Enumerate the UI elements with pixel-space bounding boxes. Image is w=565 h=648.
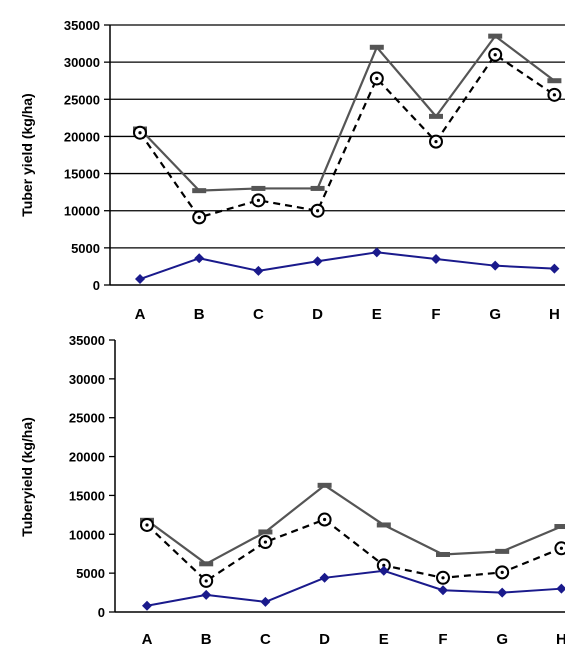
data-point xyxy=(192,188,207,194)
data-point xyxy=(199,561,214,567)
y-tick-label: 5000 xyxy=(76,566,105,581)
data-point-center xyxy=(138,131,142,135)
x-tick-label: H xyxy=(556,631,565,648)
x-tick-label: E xyxy=(372,306,382,323)
data-point-center xyxy=(316,209,320,213)
data-point xyxy=(312,256,323,267)
data-point xyxy=(260,596,271,607)
data-point xyxy=(376,522,391,528)
x-tick-label: F xyxy=(431,306,440,323)
data-point xyxy=(142,600,152,611)
x-tick-label: B xyxy=(201,631,212,648)
x-tick-label: C xyxy=(253,306,264,323)
data-point-center xyxy=(145,523,149,527)
data-point-center xyxy=(375,76,379,81)
y-tick-label: 35000 xyxy=(69,333,105,348)
y-tick-label: 10000 xyxy=(64,204,100,219)
data-point-center xyxy=(323,517,327,522)
y-tick-label: 15000 xyxy=(69,488,105,503)
data-point xyxy=(201,589,212,600)
data-point xyxy=(547,78,562,84)
series-line xyxy=(139,53,556,219)
data-point-center xyxy=(197,215,201,219)
data-point-center xyxy=(441,576,445,580)
data-point-center xyxy=(382,563,386,567)
series-line xyxy=(146,569,562,607)
y-axis-label: Tuber yield (kg/ha) xyxy=(19,93,35,216)
chart-bottom: 0 5000 10000 15000 20000 25000 30000 35000 A B C D E… xyxy=(19,333,565,648)
y-tick-label: 15000 xyxy=(64,167,100,182)
data-point xyxy=(431,254,441,264)
x-tick-label: G xyxy=(489,306,501,323)
data-point xyxy=(556,583,565,594)
x-tick-label: C xyxy=(260,631,271,648)
data-point xyxy=(497,587,508,598)
data-point xyxy=(317,482,332,488)
data-point xyxy=(319,572,330,583)
y-tick-label: 0 xyxy=(93,278,100,293)
x-tick-label: H xyxy=(549,306,560,323)
y-tick-label: 20000 xyxy=(64,129,100,144)
data-point xyxy=(436,551,450,557)
y-tick-label: 20000 xyxy=(69,450,105,465)
series-line xyxy=(146,484,562,565)
data-point xyxy=(371,247,382,258)
data-point xyxy=(490,260,501,271)
data-point xyxy=(258,529,273,535)
data-point xyxy=(378,565,389,576)
x-tick-label: F xyxy=(438,631,447,648)
data-point-center xyxy=(256,198,260,202)
series-line xyxy=(139,35,556,192)
x-tick-label: D xyxy=(312,306,323,323)
data-point xyxy=(253,265,264,276)
y-tick-label: 30000 xyxy=(64,55,100,70)
y-tick-label: 0 xyxy=(98,605,105,620)
data-point xyxy=(549,263,560,274)
y-axis-label: Tuberyield (kg/ha) xyxy=(19,417,35,537)
data-point xyxy=(554,524,565,530)
series-line xyxy=(139,251,555,281)
x-tick-label: E xyxy=(379,631,389,648)
x-tick-label: A xyxy=(135,306,146,323)
x-tick-label: B xyxy=(194,306,205,323)
x-tick-label: D xyxy=(319,631,330,648)
x-tick-label: A xyxy=(142,631,153,648)
data-point xyxy=(251,185,266,191)
data-point xyxy=(135,274,145,285)
x-tick-label: G xyxy=(496,631,508,648)
data-point-center xyxy=(204,579,208,583)
data-point xyxy=(488,33,503,39)
data-point-center xyxy=(434,140,438,144)
chart-top: 0 5000 10000 15000 20000 25000 30000 35000 A B C D E… xyxy=(19,18,565,323)
data-point xyxy=(495,548,510,554)
y-tick-label: 35000 xyxy=(64,18,100,33)
data-point xyxy=(310,185,325,191)
y-tick-label: 10000 xyxy=(69,527,105,542)
data-point xyxy=(369,44,384,50)
data-point-center xyxy=(493,53,497,57)
data-point-center xyxy=(500,570,504,574)
data-point xyxy=(438,585,448,596)
data-point-center xyxy=(559,546,564,550)
y-tick-label: 25000 xyxy=(64,92,100,107)
data-point xyxy=(194,253,205,264)
data-point-center xyxy=(552,93,557,97)
data-point-center xyxy=(263,540,267,544)
y-tick-label: 25000 xyxy=(69,411,105,426)
y-tick-label: 30000 xyxy=(69,372,105,387)
y-tick-label: 5000 xyxy=(71,241,100,256)
series-line xyxy=(146,518,562,583)
data-point xyxy=(429,113,443,119)
